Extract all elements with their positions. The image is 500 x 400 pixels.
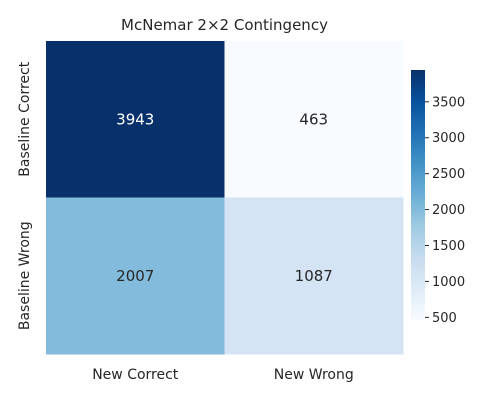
x-tick-label: New Wrong [274,367,354,383]
colorbar-tick-label: 500 [432,311,457,326]
colorbar-tick-label: 1000 [432,275,465,290]
cell-value-label: 2007 [116,267,154,285]
colorbar-ticks: 500 1000 1500 2000 2500 3000 3500 [425,95,465,326]
y-tick-label: Baseline Correct [17,61,33,176]
heatmap-cell [46,197,225,355]
colorbar-tick-label: 2000 [432,203,465,218]
cell-value-label: 1087 [295,267,333,285]
heatmap-cell [224,197,404,355]
colorbar-tick-label: 1500 [432,239,465,254]
x-axis-tick-labels: New Correct New Wrong [92,367,354,383]
chart-title: McNemar 2×2 Contingency [121,16,328,34]
colorbar-tick-label: 3000 [432,131,465,146]
y-tick-label: Baseline Wrong [17,221,33,330]
heatmap-cells [46,41,404,355]
cell-value-labels: 3943 463 2007 1087 [116,110,333,285]
heatmap-cell [224,41,404,198]
x-tick-label: New Correct [92,367,179,383]
colorbar-gradient [411,70,425,320]
colorbar: 500 1000 1500 2000 2500 3000 3500 [411,70,465,326]
colorbar-tick-label: 3500 [432,95,465,110]
colorbar-tick-label: 2500 [432,167,465,182]
heatmap-cell [46,41,225,198]
cell-value-label: 3943 [116,110,154,128]
cell-value-label: 463 [299,110,328,128]
y-axis-tick-labels: Baseline Correct Baseline Wrong [17,61,33,330]
